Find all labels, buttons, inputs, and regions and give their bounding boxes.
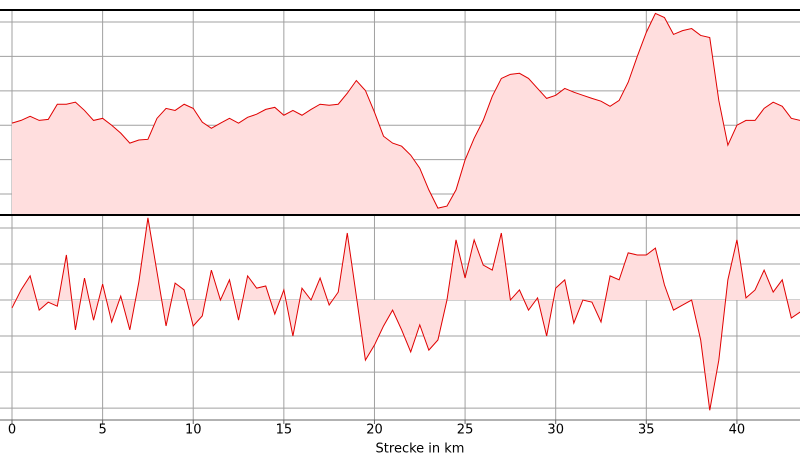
x-tick-label: 30 bbox=[547, 423, 564, 438]
x-tick-label: 10 bbox=[185, 423, 202, 438]
frame bbox=[0, 9, 800, 216]
area-fill bbox=[12, 13, 800, 215]
x-tick-label: 25 bbox=[457, 423, 474, 438]
x-tick-label: 40 bbox=[729, 423, 746, 438]
marks bbox=[11, 12, 800, 411]
area-fill bbox=[12, 217, 800, 411]
x-tick-label: 5 bbox=[98, 423, 106, 438]
line bbox=[11, 217, 800, 411]
x-tick-label: 0 bbox=[8, 423, 16, 438]
x-tick-label: 20 bbox=[366, 423, 383, 438]
line bbox=[11, 12, 800, 209]
x-axis-label: Strecke in km bbox=[376, 442, 465, 457]
x-tick-label: 15 bbox=[276, 423, 293, 438]
x-tick-label: 35 bbox=[638, 423, 655, 438]
